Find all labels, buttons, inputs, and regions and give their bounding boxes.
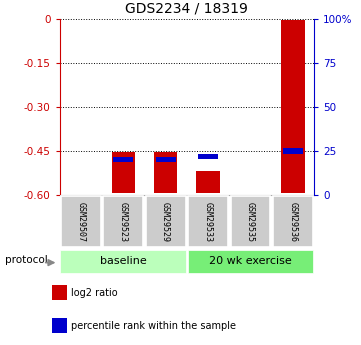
Title: GDS2234 / 18319: GDS2234 / 18319 (125, 1, 248, 15)
Text: log2 ratio: log2 ratio (71, 288, 118, 297)
Text: GSM29533: GSM29533 (204, 202, 213, 242)
Text: GSM29536: GSM29536 (288, 202, 297, 242)
Text: GSM29523: GSM29523 (119, 202, 128, 242)
Bar (52, 318, 68, 333)
Bar (283, 148, 303, 154)
Bar (196, 171, 220, 194)
Text: protocol: protocol (5, 255, 48, 265)
Bar (146, 196, 186, 247)
Text: percentile rank within the sample: percentile rank within the sample (71, 321, 236, 331)
Bar (273, 196, 313, 247)
Bar (61, 196, 101, 247)
Text: GSM29535: GSM29535 (246, 202, 255, 242)
Bar (60, 250, 186, 273)
Bar (52, 285, 68, 300)
Bar (103, 196, 143, 247)
Bar (156, 157, 175, 162)
Bar (198, 154, 218, 159)
Text: 20 wk exercise: 20 wk exercise (209, 256, 292, 266)
Text: GSM29507: GSM29507 (76, 202, 85, 242)
Bar (112, 152, 135, 194)
Text: GSM29529: GSM29529 (161, 202, 170, 242)
Bar (188, 196, 228, 247)
Text: baseline: baseline (100, 256, 147, 266)
Bar (154, 152, 177, 194)
Bar (281, 20, 305, 194)
Bar (188, 250, 313, 273)
Bar (113, 157, 133, 162)
Bar (231, 196, 270, 247)
